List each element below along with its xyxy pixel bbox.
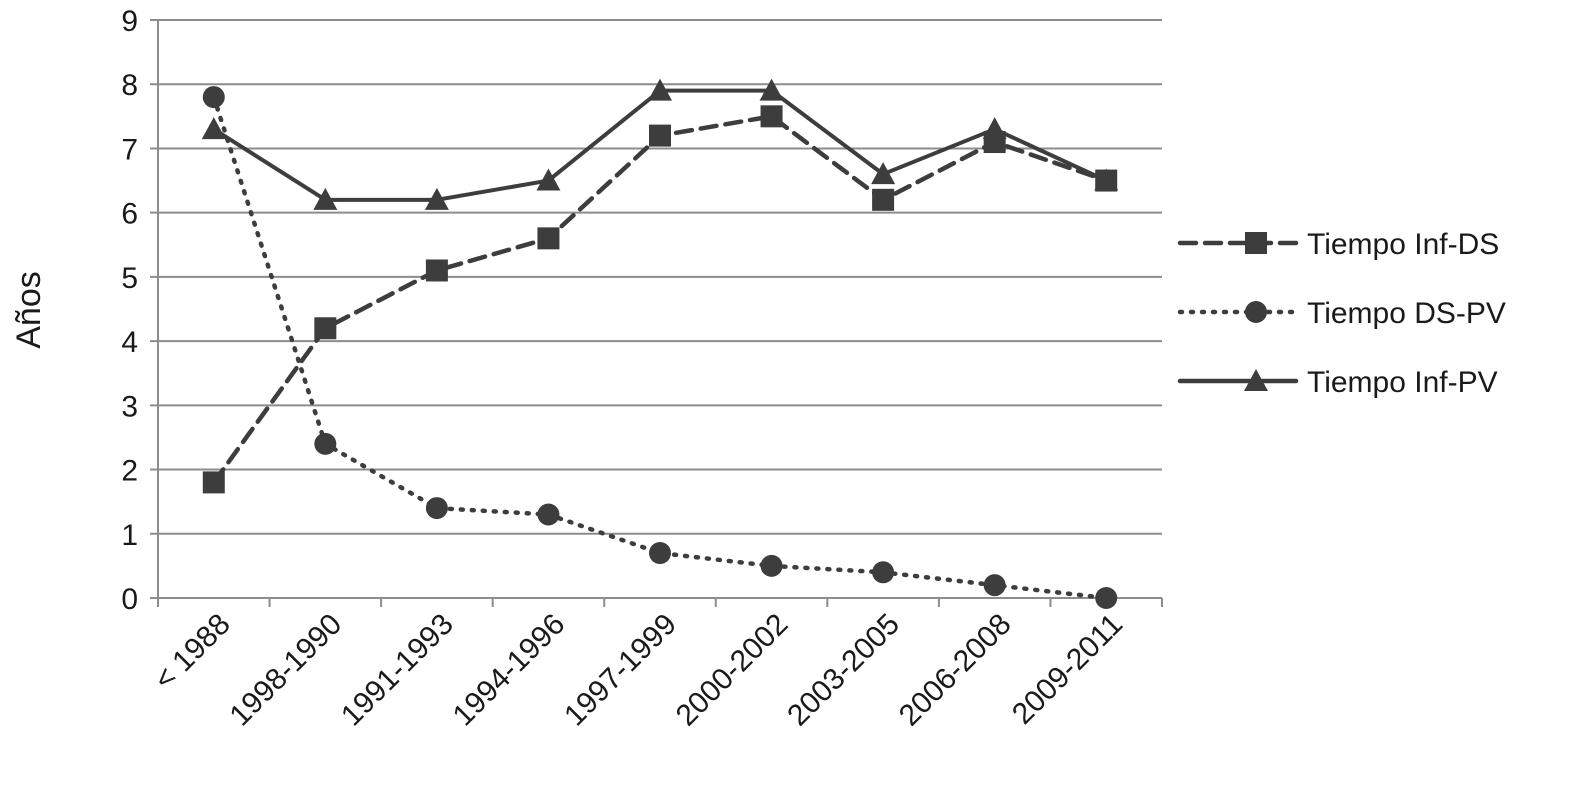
data-point-circle bbox=[425, 497, 448, 520]
data-point-square bbox=[760, 105, 783, 128]
legend-marker-square bbox=[1245, 232, 1267, 254]
x-tick-label: 2006-2008 bbox=[893, 608, 1018, 733]
data-point-circle bbox=[537, 503, 560, 526]
x-tick-label: 1994-1996 bbox=[447, 608, 572, 733]
data-point-circle bbox=[314, 432, 337, 455]
x-tick-labels: < 19881998-19901991-19931994-19961997-19… bbox=[148, 608, 1129, 733]
series-lines bbox=[201, 78, 1119, 609]
series-line bbox=[211, 114, 1109, 485]
legend-label: Tiempo Inf-PV bbox=[1307, 366, 1498, 399]
series-2 bbox=[202, 86, 1118, 609]
data-point-triangle bbox=[201, 117, 226, 140]
y-tick-label: 8 bbox=[121, 69, 138, 102]
data-point-square bbox=[537, 227, 560, 250]
data-point-square bbox=[425, 259, 448, 282]
data-point-circle bbox=[649, 542, 671, 565]
x-tick-label: 2000-2002 bbox=[670, 608, 795, 733]
y-axis-label: Años bbox=[10, 271, 48, 349]
data-point-circle bbox=[1095, 587, 1118, 609]
y-tick-label: 5 bbox=[121, 262, 138, 295]
y-tick-label: 3 bbox=[121, 390, 138, 423]
data-point-triangle bbox=[1094, 168, 1119, 191]
data-point-square bbox=[202, 471, 225, 494]
data-point-circle bbox=[983, 574, 1006, 597]
legend: Tiempo Inf-DS Tiempo DS-PV Tiempo Inf-PV bbox=[1177, 228, 1506, 399]
x-tick-label: 1997-1999 bbox=[558, 608, 683, 733]
data-point-circle bbox=[202, 86, 225, 109]
y-tick-label: 0 bbox=[121, 583, 138, 616]
data-point-triangle bbox=[871, 162, 896, 185]
y-tick-label: 4 bbox=[121, 326, 138, 359]
data-point-triangle bbox=[759, 78, 784, 101]
x-tick-label: 1998-1990 bbox=[224, 608, 349, 733]
data-point-triangle bbox=[424, 187, 449, 210]
data-point-triangle bbox=[313, 187, 338, 210]
x-tick-label: 2009-2011 bbox=[1006, 608, 1129, 731]
y-tick-label: 9 bbox=[121, 5, 138, 38]
data-point-triangle bbox=[536, 168, 561, 191]
data-point-square bbox=[872, 188, 895, 211]
x-tick-label: 2003-2005 bbox=[781, 608, 906, 733]
series-3 bbox=[201, 78, 1119, 210]
legend-label: Tiempo DS-PV bbox=[1307, 297, 1506, 330]
legend-item: Tiempo Inf-DS bbox=[1177, 228, 1499, 261]
data-point-circle bbox=[760, 554, 783, 577]
y-tick-label: 7 bbox=[121, 133, 138, 166]
legend-marker-triangle bbox=[1244, 369, 1268, 391]
gridlines bbox=[150, 19, 1163, 607]
data-point-triangle bbox=[648, 78, 672, 101]
legend-label: Tiempo Inf-DS bbox=[1307, 228, 1499, 261]
y-tick-labels: 0 1 2 3 4 5 6 7 8 9 bbox=[121, 5, 138, 616]
legend-item: Tiempo DS-PV bbox=[1177, 297, 1506, 330]
data-point-circle bbox=[872, 561, 895, 584]
legend-item: Tiempo Inf-PV bbox=[1177, 366, 1498, 399]
data-point-triangle bbox=[982, 117, 1007, 140]
x-tick-label: < 1988 bbox=[148, 608, 237, 697]
data-point-square bbox=[314, 317, 337, 340]
y-tick-label: 2 bbox=[121, 455, 138, 488]
legend-marker-circle bbox=[1245, 301, 1267, 323]
data-point-square bbox=[649, 124, 671, 147]
series-line bbox=[211, 94, 1109, 601]
y-tick-label: 1 bbox=[121, 519, 138, 552]
y-tick-label: 6 bbox=[121, 198, 138, 231]
series-1 bbox=[202, 105, 1118, 494]
x-tick-label: 1991-1993 bbox=[335, 608, 460, 733]
